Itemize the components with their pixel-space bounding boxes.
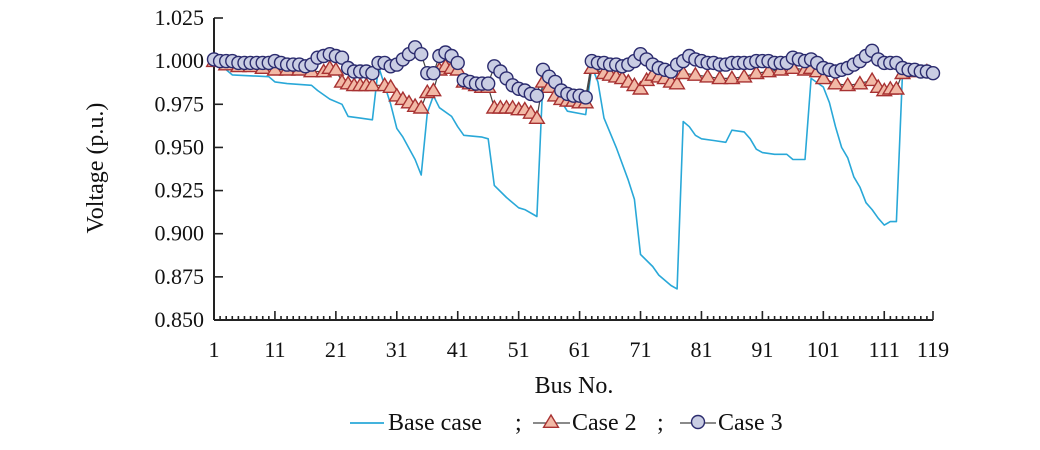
- case-3-point: [414, 47, 429, 62]
- axes-layer: 0.850 0.875 0.900 0.925 0.950 0.975 1.000 1.025…: [155, 5, 950, 362]
- y-axis-title: Voltage (p.u.): [83, 103, 109, 234]
- legend: Base case; Case 2; Case 3: [350, 410, 783, 436]
- x-tick-label: 111: [869, 337, 900, 362]
- y-tick-label: 1.025: [155, 5, 205, 30]
- case-2-point: [863, 71, 881, 87]
- x-tick-label: 31: [386, 337, 408, 362]
- y-tick-label: 0.950: [155, 134, 205, 159]
- x-tick-label: 51: [508, 337, 530, 362]
- x-tick-label: 1: [209, 337, 220, 362]
- case-3-point: [529, 88, 545, 103]
- case-2-point: [851, 75, 869, 90]
- case-3-point: [450, 55, 465, 71]
- legend-separator: ;: [515, 410, 522, 436]
- case-2-point: [528, 109, 546, 125]
- case-3-point: [925, 65, 941, 81]
- x-tick-label: 71: [630, 337, 652, 362]
- x-tick-label: 61: [569, 337, 591, 362]
- x-tick-label: 21: [325, 337, 347, 362]
- case-2-point: [686, 66, 704, 81]
- base-case-line: [213, 60, 928, 290]
- legend-separator: ;: [657, 410, 664, 436]
- case-2-point: [382, 78, 400, 94]
- case-2-point: [424, 82, 442, 97]
- case-2-point: [759, 63, 778, 78]
- marker-layer: [205, 40, 941, 125]
- y-tick-label: 0.975: [155, 91, 205, 116]
- y-tick-label: 0.925: [155, 178, 205, 203]
- legend-case-3-swatch-marker: [690, 414, 706, 430]
- case-2-point: [826, 75, 845, 90]
- y-tick-label: 0.850: [155, 307, 205, 332]
- y-tick-label: 1.000: [155, 48, 205, 73]
- case-2-point: [814, 70, 832, 85]
- case-2-point: [711, 70, 729, 85]
- legend-case-2-label: Case 2: [572, 410, 637, 436]
- case-2-point: [674, 64, 692, 80]
- y-tick-label: 0.875: [155, 264, 205, 289]
- case-2-point: [327, 61, 345, 76]
- case-2-point: [363, 76, 382, 92]
- x-tick-label: 81: [690, 337, 712, 362]
- case-3-point: [578, 90, 593, 105]
- case-2-point: [631, 80, 650, 95]
- x-tick-label: 41: [447, 337, 469, 362]
- legend-case-3-label: Case 3: [718, 410, 783, 436]
- case-2-point: [698, 68, 717, 83]
- y-tick-label: 0.900: [155, 221, 205, 246]
- x-axis-title: Bus No.: [535, 373, 614, 399]
- x-tick-label: 101: [807, 337, 840, 362]
- case-2-point: [839, 76, 857, 92]
- case-2-point: [668, 75, 686, 90]
- case-3-point: [426, 65, 441, 81]
- legend-base-case-label: Base case: [388, 410, 482, 436]
- case-2-point: [887, 80, 906, 95]
- case-2-point: [723, 70, 741, 85]
- x-tick-label: 11: [264, 337, 285, 362]
- x-tick-label: 119: [917, 337, 949, 362]
- case-2-point: [412, 99, 430, 114]
- case-2-point: [747, 64, 765, 80]
- case-2-point: [735, 68, 753, 83]
- legend-case-2-swatch-marker: [542, 413, 560, 428]
- case-3-point: [481, 76, 496, 91]
- x-tick-label: 91: [751, 337, 773, 362]
